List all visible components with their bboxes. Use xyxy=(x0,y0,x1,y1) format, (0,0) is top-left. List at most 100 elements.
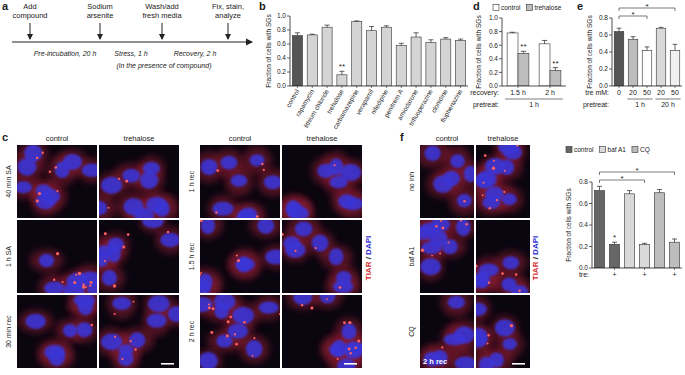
granule xyxy=(439,253,441,255)
nucleus xyxy=(257,220,274,234)
step-arrow xyxy=(100,23,101,39)
nucleus xyxy=(63,324,77,337)
phase-label: Recovery, 2 h xyxy=(174,50,217,58)
panel-label: c xyxy=(2,131,8,143)
row-title: pretreat: xyxy=(473,101,499,109)
tick-label: 1.0 xyxy=(277,12,286,19)
nucleus xyxy=(142,220,164,228)
granule xyxy=(337,358,339,360)
cytoplasm xyxy=(441,295,471,317)
granule xyxy=(121,358,123,360)
note: (in the presence of compound) xyxy=(117,62,212,70)
granule xyxy=(236,254,238,256)
granule xyxy=(55,166,57,168)
x-tick xyxy=(371,86,372,88)
granule xyxy=(216,169,219,172)
nucleus xyxy=(230,175,247,187)
category-label: + xyxy=(642,271,646,278)
error-bar xyxy=(414,33,419,37)
tick xyxy=(499,86,502,87)
micrograph xyxy=(476,295,530,368)
bar xyxy=(426,43,436,86)
nucleus xyxy=(250,154,265,166)
column-header: control xyxy=(46,134,69,143)
granule xyxy=(357,339,360,342)
granule xyxy=(482,182,484,184)
x-axis xyxy=(592,268,682,269)
cytoplasm xyxy=(420,345,447,368)
bar xyxy=(624,194,634,268)
step-label: Wash/add xyxy=(145,2,179,11)
legend-swatch xyxy=(566,147,572,153)
tick-label: 0.4 xyxy=(489,55,498,62)
tick xyxy=(609,18,612,19)
tick-label: 0.8 xyxy=(277,26,286,33)
nucleus xyxy=(424,146,440,161)
step-label: fresh media xyxy=(142,11,182,20)
image-background xyxy=(420,145,474,218)
phase-label: Stress, 1 h xyxy=(114,50,148,57)
micrograph xyxy=(420,295,474,368)
row-title: recovery: xyxy=(470,89,499,97)
granule xyxy=(227,320,230,323)
bar xyxy=(594,191,604,268)
nucleus xyxy=(147,314,167,328)
bar xyxy=(609,244,619,268)
nucleus xyxy=(39,254,54,267)
granule xyxy=(89,284,91,286)
granule xyxy=(310,306,313,309)
granule xyxy=(420,256,421,258)
micrograph xyxy=(420,145,474,218)
tick xyxy=(589,182,592,183)
nucleus xyxy=(55,162,70,178)
significance: * xyxy=(613,233,616,242)
granule xyxy=(510,324,513,327)
marks xyxy=(292,21,465,86)
step-arrow xyxy=(162,23,163,39)
bar xyxy=(381,27,391,86)
marks xyxy=(614,27,680,86)
bar xyxy=(507,33,518,86)
tick xyxy=(287,86,290,87)
micrograph xyxy=(200,145,280,218)
granule xyxy=(488,281,490,283)
row-label: 30 min rec xyxy=(5,315,12,348)
cytoplasm xyxy=(200,295,216,316)
tick-label: 0.2 xyxy=(599,65,608,72)
error-bar xyxy=(631,37,636,40)
nucleus xyxy=(286,200,301,218)
column-header: trehalose xyxy=(124,134,155,143)
significance: ** xyxy=(520,42,526,51)
nucleus xyxy=(344,343,362,359)
granule xyxy=(263,169,265,171)
nucleus xyxy=(329,248,344,265)
error-bar xyxy=(339,71,344,75)
granule xyxy=(504,170,506,172)
granule xyxy=(127,233,130,236)
tick xyxy=(609,86,612,87)
marks xyxy=(594,186,679,268)
axis-title: Fraction of cells with SGs xyxy=(265,14,272,88)
cytoplasm xyxy=(140,220,167,233)
nucleus xyxy=(283,236,300,250)
tick-label: 0.6 xyxy=(579,200,588,207)
granule xyxy=(256,215,259,218)
granule xyxy=(215,211,217,213)
error-bar xyxy=(521,51,526,53)
bar xyxy=(518,53,529,86)
granule xyxy=(301,304,303,306)
error-bar xyxy=(443,38,448,39)
nucleus xyxy=(99,251,109,267)
x-tick xyxy=(312,86,313,88)
error-bar xyxy=(617,28,622,31)
row-label: 1 h SA xyxy=(5,246,12,267)
row-label: no inh xyxy=(408,172,415,191)
significance: * xyxy=(645,2,648,11)
nucleus xyxy=(503,338,517,350)
error-bar xyxy=(458,39,463,40)
cytoplasm xyxy=(306,230,334,255)
granule xyxy=(496,199,498,201)
nucleus xyxy=(168,306,179,322)
error-bar xyxy=(325,25,330,27)
cytoplasm xyxy=(225,165,253,197)
